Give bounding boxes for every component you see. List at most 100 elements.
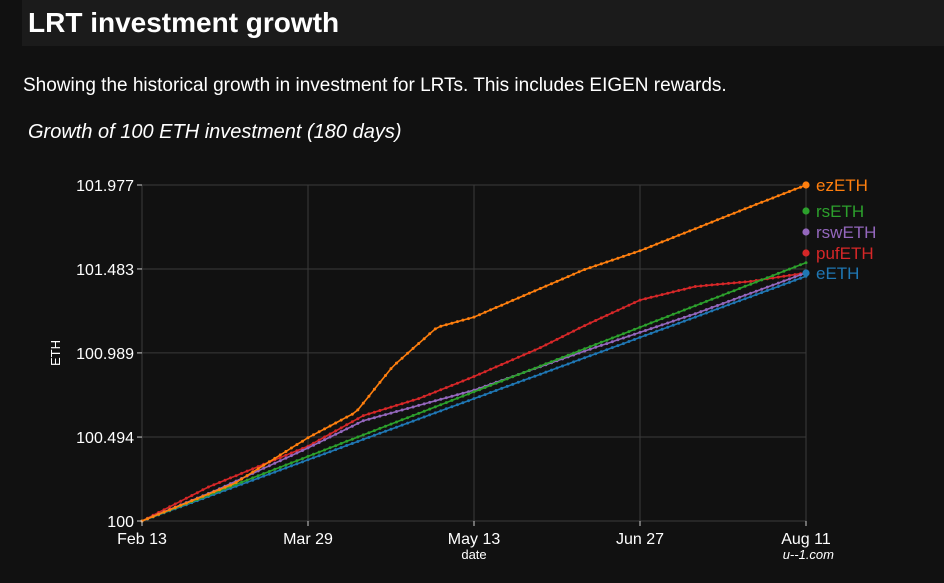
data-point-eETH	[278, 468, 282, 472]
data-point-rsETH	[561, 355, 564, 359]
data-point-rsETH	[262, 472, 266, 476]
data-point-ezETH	[295, 443, 299, 447]
data-point-pufETH	[455, 381, 459, 385]
data-point-ezETH	[655, 242, 659, 246]
data-point-eETH	[516, 380, 520, 384]
chart-grid	[141, 184, 807, 522]
data-point-pufETH	[666, 291, 670, 295]
data-point-rsETH	[677, 310, 681, 314]
data-point-ezETH	[561, 277, 564, 281]
legend-label-pufETH: pufETH	[816, 244, 874, 263]
data-point-rsETH	[306, 454, 310, 458]
data-point-rsETH	[555, 358, 559, 361]
data-point-pufETH	[561, 335, 564, 339]
data-point-ezETH	[168, 508, 172, 512]
data-point-pufETH	[356, 417, 360, 421]
data-point-pufETH	[749, 279, 753, 283]
data-point-rsETH	[505, 377, 509, 381]
data-point-rswETH	[428, 400, 432, 404]
data-point-ezETH	[339, 418, 343, 422]
data-point-rswETH	[765, 285, 769, 289]
data-point-ezETH	[716, 218, 719, 222]
legend-marker-rsETH	[802, 207, 810, 215]
data-point-ezETH	[633, 251, 636, 255]
data-point-rsETH	[649, 321, 653, 325]
data-point-pufETH	[433, 390, 437, 394]
data-point-ezETH	[616, 256, 620, 260]
data-point-rswETH	[317, 441, 321, 444]
data-point-pufETH	[168, 505, 172, 509]
data-point-eETH	[284, 466, 288, 470]
data-point-ezETH	[699, 225, 703, 228]
data-point-rsETH	[284, 463, 288, 467]
data-point-eETH	[765, 289, 769, 292]
data-point-pufETH	[572, 329, 576, 333]
data-point-eETH	[605, 348, 609, 352]
data-point-rsETH	[273, 467, 277, 471]
data-point-rsETH	[334, 444, 338, 448]
data-point-pufETH	[583, 324, 587, 328]
data-point-pufETH	[704, 283, 708, 287]
data-point-rswETH	[793, 275, 797, 279]
data-point-pufETH	[533, 348, 537, 352]
data-point-pufETH	[605, 313, 609, 317]
data-point-ezETH	[799, 185, 802, 189]
data-point-rsETH	[361, 433, 365, 437]
legend-label-ezETH: ezETH	[816, 176, 868, 195]
data-point-ezETH	[605, 260, 609, 264]
data-point-pufETH	[566, 332, 570, 336]
data-point-rswETH	[422, 402, 426, 406]
data-point-ezETH	[284, 450, 288, 453]
data-point-rswETH	[384, 413, 387, 417]
data-point-rswETH	[262, 466, 266, 470]
data-point-rswETH	[655, 325, 659, 329]
data-point-pufETH	[411, 398, 415, 402]
data-point-eETH	[666, 325, 670, 329]
data-point-pufETH	[206, 485, 210, 489]
data-point-eETH	[610, 346, 614, 350]
data-point-ezETH	[588, 266, 592, 270]
data-point-rsETH	[754, 280, 758, 284]
data-point-rswETH	[594, 345, 598, 349]
data-point-rswETH	[693, 312, 697, 316]
data-point-rsETH	[799, 263, 802, 267]
data-point-pufETH	[212, 483, 216, 487]
data-point-pufETH	[627, 303, 631, 307]
data-point-rswETH	[400, 408, 404, 412]
data-point-eETH	[467, 399, 470, 403]
data-point-rsETH	[356, 435, 360, 439]
data-point-rsETH	[511, 375, 515, 379]
data-point-ezETH	[483, 310, 487, 314]
data-point-pufETH	[483, 370, 487, 374]
data-point-pufETH	[610, 311, 614, 315]
legend-marker-pufETH	[802, 249, 810, 257]
data-point-rsETH	[704, 299, 708, 303]
data-point-rswETH	[467, 390, 470, 394]
data-point-ezETH	[505, 301, 509, 305]
chart-series	[140, 183, 808, 523]
data-point-rsETH	[455, 396, 459, 400]
data-point-ezETH	[533, 289, 537, 293]
data-point-eETH	[411, 419, 415, 423]
data-point-eETH	[500, 386, 504, 390]
data-point-eETH	[361, 437, 365, 441]
data-point-rsETH	[710, 297, 714, 301]
data-point-pufETH	[538, 346, 542, 350]
data-point-ezETH	[184, 501, 188, 505]
data-point-rswETH	[727, 299, 730, 303]
data-point-eETH	[262, 474, 266, 478]
data-point-rsETH	[804, 261, 808, 265]
data-point-ezETH	[256, 467, 260, 471]
data-point-ezETH	[627, 253, 631, 256]
data-point-rswETH	[328, 435, 332, 439]
data-point-ezETH	[433, 327, 437, 331]
data-point-pufETH	[787, 273, 791, 277]
data-point-rswETH	[732, 297, 736, 301]
data-point-rsETH	[489, 383, 493, 387]
data-point-rsETH	[605, 338, 609, 342]
data-point-rsETH	[301, 457, 304, 461]
data-point-eETH	[306, 458, 310, 462]
data-point-ezETH	[693, 227, 697, 231]
data-point-eETH	[621, 342, 625, 346]
data-point-rsETH	[472, 390, 476, 394]
